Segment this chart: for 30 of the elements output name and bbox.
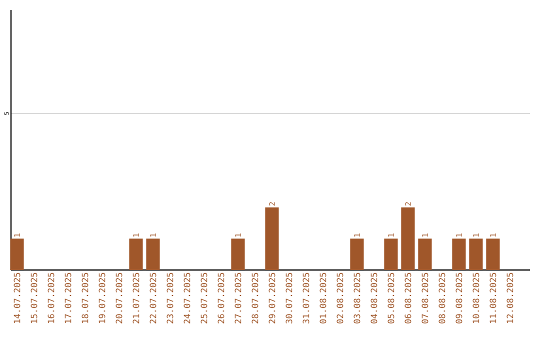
x-tick-label: 21.07.2025 [132,272,140,324]
x-tick-label: 01.08.2025 [320,272,326,324]
x-tick-label: 06.08.2025 [404,272,412,324]
x-tick-label: 31.07.2025 [302,272,310,324]
x-tick-label: 16.07.2025 [48,272,54,323]
x-tick-label: 25.07.2025 [200,272,208,324]
x-tick-label: 09.08.2025 [456,272,462,324]
x-tick-label: 10.08.2025 [472,272,480,323]
x-tick-label: 27.07.2025 [234,272,242,324]
x-tick-label: 23.07.2025 [166,272,174,324]
x-tick-label: 20.07.2025 [116,272,122,324]
x-tick-label: 17.07.2025 [64,272,72,323]
x-tick-label: 11.08.2025 [490,272,496,323]
x-tick-label: 02.08.2025 [336,272,344,324]
x-tick-label: 29.07.2025 [268,272,276,324]
x-tick-label: 04.08.2025 [370,272,378,324]
x-tick-label: 18.07.2025 [82,272,88,323]
x-tick-label: 26.07.2025 [218,272,224,324]
x-tick-label: 05.08.2025 [388,272,394,324]
x-tick-label: 24.07.2025 [184,272,190,324]
x-tick-label: 08.08.2025 [438,272,446,324]
x-tick-label: 03.08.2025 [354,272,360,324]
x-tick-label: 15.07.2025 [30,272,38,323]
x-tick-label: 07.08.2025 [422,272,428,324]
x-tick-label: 19.07.2025 [98,272,106,323]
x-tick-label: 12.08.2025 [506,272,514,323]
x-tick-label: 30.07.2025 [286,272,292,324]
x-tick-label: 22.07.2025 [150,272,156,324]
x-tick-label: 14.07.2025 [14,272,20,323]
x-tick-label: 28.07.2025 [252,272,258,324]
